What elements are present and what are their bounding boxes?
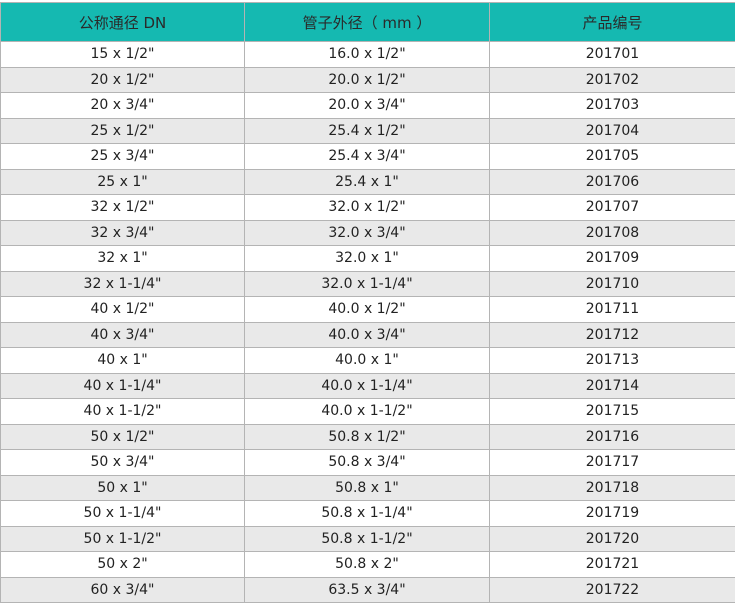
nominal-diameter-cell: 25 x 1" — [1, 169, 245, 195]
table-row: 40 x 3/4"40.0 x 3/4"201712 — [1, 322, 735, 348]
nominal-diameter-cell: 50 x 3/4" — [1, 450, 245, 476]
product-code-cell: 201703 — [490, 93, 735, 119]
nominal-diameter-cell: 32 x 1-1/4" — [1, 271, 245, 297]
table-row: 32 x 1"32.0 x 1"201709 — [1, 246, 735, 272]
table-row: 25 x 1/2"25.4 x 1/2"201704 — [1, 118, 735, 144]
table-row: 50 x 1"50.8 x 1"201718 — [1, 475, 735, 501]
nominal-diameter-cell: 50 x 1-1/2" — [1, 526, 245, 552]
product-code-cell: 201710 — [490, 271, 735, 297]
outer-diameter-cell: 50.8 x 3/4" — [245, 450, 490, 476]
product-code-cell: 201705 — [490, 144, 735, 170]
outer-diameter-cell: 32.0 x 1/2" — [245, 195, 490, 221]
nominal-diameter-cell: 32 x 3/4" — [1, 220, 245, 246]
table-row: 60 x 3/4"63.5 x 3/4"201722 — [1, 577, 735, 603]
outer-diameter-cell: 32.0 x 1" — [245, 246, 490, 272]
product-code-cell: 201717 — [490, 450, 735, 476]
outer-diameter-cell: 32.0 x 3/4" — [245, 220, 490, 246]
nominal-diameter-cell: 32 x 1" — [1, 246, 245, 272]
product-code-cell: 201719 — [490, 501, 735, 527]
table-row: 50 x 1-1/2"50.8 x 1-1/2"201720 — [1, 526, 735, 552]
product-code-cell: 201702 — [490, 67, 735, 93]
outer-diameter-cell: 20.0 x 1/2" — [245, 67, 490, 93]
table-row: 40 x 1-1/4"40.0 x 1-1/4"201714 — [1, 373, 735, 399]
product-code-cell: 201711 — [490, 297, 735, 323]
outer-diameter-cell: 25.4 x 3/4" — [245, 144, 490, 170]
product-code-cell: 201707 — [490, 195, 735, 221]
outer-diameter-cell: 25.4 x 1" — [245, 169, 490, 195]
outer-diameter-cell: 40.0 x 1/2" — [245, 297, 490, 323]
outer-diameter-cell: 40.0 x 1-1/4" — [245, 373, 490, 399]
nominal-diameter-cell: 20 x 3/4" — [1, 93, 245, 119]
table-row: 50 x 2"50.8 x 2"201721 — [1, 552, 735, 578]
nominal-diameter-cell: 20 x 1/2" — [1, 67, 245, 93]
product-code-cell: 201722 — [490, 577, 735, 603]
header-outer-diameter: 管子外径（ mm ） — [245, 3, 490, 42]
product-code-cell: 201706 — [490, 169, 735, 195]
table-row: 50 x 1/2"50.8 x 1/2"201716 — [1, 424, 735, 450]
nominal-diameter-cell: 25 x 1/2" — [1, 118, 245, 144]
nominal-diameter-cell: 40 x 1-1/2" — [1, 399, 245, 425]
outer-diameter-cell: 40.0 x 3/4" — [245, 322, 490, 348]
nominal-diameter-cell: 60 x 3/4" — [1, 577, 245, 603]
outer-diameter-cell: 20.0 x 3/4" — [245, 93, 490, 119]
outer-diameter-cell: 16.0 x 1/2" — [245, 42, 490, 68]
header-product-code: 产品编号 — [490, 3, 735, 42]
table-row: 50 x 3/4"50.8 x 3/4"201717 — [1, 450, 735, 476]
outer-diameter-cell: 50.8 x 1-1/4" — [245, 501, 490, 527]
product-code-cell: 201720 — [490, 526, 735, 552]
table-row: 20 x 3/4"20.0 x 3/4"201703 — [1, 93, 735, 119]
product-code-cell: 201701 — [490, 42, 735, 68]
nominal-diameter-cell: 50 x 2" — [1, 552, 245, 578]
product-code-cell: 201714 — [490, 373, 735, 399]
outer-diameter-cell: 50.8 x 1/2" — [245, 424, 490, 450]
product-code-cell: 201712 — [490, 322, 735, 348]
product-code-cell: 201715 — [490, 399, 735, 425]
outer-diameter-cell: 40.0 x 1" — [245, 348, 490, 374]
header-nominal-diameter: 公称通径 DN — [1, 3, 245, 42]
table-row: 32 x 1-1/4"32.0 x 1-1/4"201710 — [1, 271, 735, 297]
nominal-diameter-cell: 15 x 1/2" — [1, 42, 245, 68]
outer-diameter-cell: 50.8 x 2" — [245, 552, 490, 578]
outer-diameter-cell: 50.8 x 1-1/2" — [245, 526, 490, 552]
table-row: 32 x 1/2"32.0 x 1/2"201707 — [1, 195, 735, 221]
header-row: 公称通径 DN 管子外径（ mm ） 产品编号 — [1, 3, 735, 42]
table-row: 40 x 1-1/2"40.0 x 1-1/2"201715 — [1, 399, 735, 425]
nominal-diameter-cell: 32 x 1/2" — [1, 195, 245, 221]
table-row: 40 x 1/2"40.0 x 1/2"201711 — [1, 297, 735, 323]
outer-diameter-cell: 63.5 x 3/4" — [245, 577, 490, 603]
product-code-cell: 201709 — [490, 246, 735, 272]
nominal-diameter-cell: 40 x 1" — [1, 348, 245, 374]
outer-diameter-cell: 25.4 x 1/2" — [245, 118, 490, 144]
nominal-diameter-cell: 50 x 1" — [1, 475, 245, 501]
table-row: 25 x 3/4"25.4 x 3/4"201705 — [1, 144, 735, 170]
product-code-cell: 201718 — [490, 475, 735, 501]
table-row: 50 x 1-1/4"50.8 x 1-1/4"201719 — [1, 501, 735, 527]
nominal-diameter-cell: 40 x 3/4" — [1, 322, 245, 348]
nominal-diameter-cell: 40 x 1/2" — [1, 297, 245, 323]
table-row: 15 x 1/2"16.0 x 1/2"201701 — [1, 42, 735, 68]
table-row: 40 x 1"40.0 x 1"201713 — [1, 348, 735, 374]
product-code-cell: 201716 — [490, 424, 735, 450]
product-code-cell: 201721 — [490, 552, 735, 578]
nominal-diameter-cell: 50 x 1-1/4" — [1, 501, 245, 527]
outer-diameter-cell: 50.8 x 1" — [245, 475, 490, 501]
nominal-diameter-cell: 25 x 3/4" — [1, 144, 245, 170]
table-row: 20 x 1/2"20.0 x 1/2"201702 — [1, 67, 735, 93]
nominal-diameter-cell: 50 x 1/2" — [1, 424, 245, 450]
product-code-cell: 201713 — [490, 348, 735, 374]
table-row: 25 x 1"25.4 x 1"201706 — [1, 169, 735, 195]
table-row: 32 x 3/4"32.0 x 3/4"201708 — [1, 220, 735, 246]
product-code-cell: 201708 — [490, 220, 735, 246]
nominal-diameter-cell: 40 x 1-1/4" — [1, 373, 245, 399]
outer-diameter-cell: 32.0 x 1-1/4" — [245, 271, 490, 297]
product-code-cell: 201704 — [490, 118, 735, 144]
outer-diameter-cell: 40.0 x 1-1/2" — [245, 399, 490, 425]
